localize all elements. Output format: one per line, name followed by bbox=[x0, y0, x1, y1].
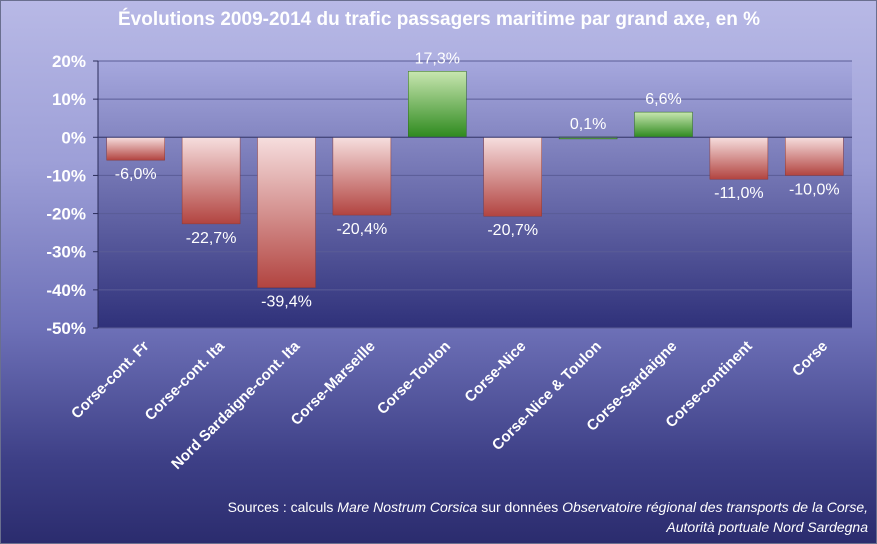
x-tick-label: Corse-cont. Ita bbox=[142, 337, 229, 424]
source-line-1: Sources : calculs Mare Nostrum Corsica s… bbox=[148, 497, 868, 517]
data-label: 6,6% bbox=[645, 91, 681, 108]
y-axis-ticks: 20% 10% 0% -10% -20% -30% -40% -50% bbox=[46, 52, 99, 338]
source-italic-3: Autorità portuale Nord Sardegna bbox=[666, 519, 868, 535]
y-tick-label: -40% bbox=[46, 281, 86, 300]
data-label: 17,3% bbox=[415, 50, 460, 67]
bar bbox=[181, 137, 241, 225]
x-tick-label: Corse-Toulon bbox=[374, 338, 454, 418]
bar bbox=[332, 137, 392, 216]
y-tick-label: 0% bbox=[61, 128, 86, 147]
data-label: -10,0% bbox=[789, 181, 840, 198]
bar bbox=[785, 137, 844, 176]
y-tick-label: -20% bbox=[46, 205, 86, 224]
source-note: Sources : calculs Mare Nostrum Corsica s… bbox=[148, 497, 868, 537]
source-italic-1: Mare Nostrum Corsica bbox=[337, 499, 478, 515]
data-label: -39,4% bbox=[261, 294, 312, 311]
x-tick-label: Corse bbox=[789, 338, 831, 380]
y-tick-label: -30% bbox=[46, 243, 86, 262]
data-label: 0,1% bbox=[570, 116, 606, 133]
bar bbox=[257, 137, 316, 288]
y-tick-label: 20% bbox=[52, 52, 86, 71]
bar bbox=[709, 137, 769, 180]
data-label: -20,4% bbox=[337, 221, 388, 238]
y-tick-label: -10% bbox=[46, 166, 86, 185]
y-tick-label: -50% bbox=[46, 319, 86, 338]
chart-title: Évolutions 2009-2014 du trafic passagers… bbox=[118, 8, 760, 30]
source-line-2: Autorità portuale Nord Sardegna bbox=[148, 517, 868, 537]
bar bbox=[106, 137, 165, 161]
source-italic-2: Observatoire régional des transports de … bbox=[562, 499, 868, 515]
source-prefix: Sources : calculs bbox=[227, 499, 338, 515]
bars bbox=[106, 71, 844, 288]
bar bbox=[483, 137, 542, 217]
bar bbox=[634, 111, 693, 138]
data-label: -11,0% bbox=[714, 185, 764, 202]
data-label: -6,0% bbox=[115, 166, 157, 183]
source-middle: sur données bbox=[477, 499, 563, 515]
x-tick-label: Corse-Nice bbox=[462, 338, 530, 406]
data-label: -20,7% bbox=[487, 222, 538, 239]
x-tick-label: Corse-cont. Fr bbox=[68, 338, 153, 423]
data-label: -22,7% bbox=[186, 230, 237, 247]
y-tick-label: 10% bbox=[52, 90, 86, 109]
x-tick-label: Nord Sardaigne-cont. Ita bbox=[168, 337, 304, 473]
bar bbox=[408, 71, 467, 138]
data-labels: -6,0% -22,7% -39,4% -20,4% 17,3% -20,7% 0,1% 6,… bbox=[115, 50, 840, 310]
